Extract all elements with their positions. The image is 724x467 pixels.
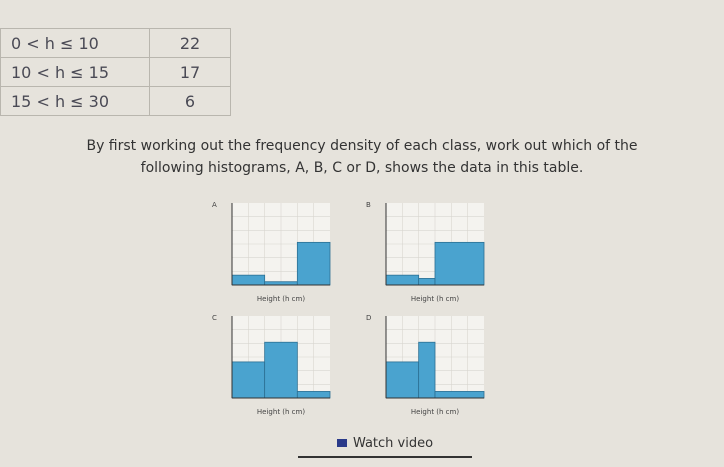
histogram-label: C bbox=[212, 314, 217, 322]
table-row: 0 < h ≤ 10 22 bbox=[0, 28, 231, 58]
table-row: 10 < h ≤ 15 17 bbox=[0, 57, 231, 87]
x-axis-label: Height (h cm) bbox=[411, 295, 459, 303]
histogram: D Height (h cm) bbox=[366, 314, 485, 416]
x-axis-label: Height (h cm) bbox=[257, 295, 305, 303]
histogram: A Height (h cm) bbox=[212, 201, 331, 303]
instruction-line-1: By first working out the frequency densi… bbox=[86, 138, 638, 154]
histogram: C Height (h cm) bbox=[212, 314, 331, 416]
x-axis-label: Height (h cm) bbox=[411, 408, 459, 416]
table-cell: 22 bbox=[149, 28, 231, 58]
frequency-table: 0 < h ≤ 10 22 10 < h ≤ 15 17 15 < h ≤ 30 6 bbox=[0, 28, 231, 116]
table-row: 15 < h ≤ 30 6 bbox=[0, 86, 231, 116]
x-axis-label: Height (h cm) bbox=[257, 408, 305, 416]
table-cell: 15 < h ≤ 30 bbox=[0, 86, 150, 116]
histogram-bar bbox=[264, 341, 298, 399]
histogram: B Height (h cm) bbox=[366, 201, 485, 303]
histogram-bar bbox=[231, 274, 266, 286]
table-cell: 10 < h ≤ 15 bbox=[0, 57, 150, 87]
watch-video-label: Watch video bbox=[352, 436, 434, 451]
histogram-bar bbox=[434, 391, 485, 399]
histogram-bar bbox=[231, 361, 266, 399]
histogram-bar bbox=[434, 241, 485, 286]
table-cell: 17 bbox=[149, 57, 231, 87]
instruction-line-2: following histograms, A, B, C or D, show… bbox=[140, 160, 584, 176]
histogram-bar bbox=[418, 278, 436, 286]
video-icon bbox=[336, 439, 347, 447]
histogram-bar bbox=[385, 274, 420, 286]
histogram-label: D bbox=[366, 314, 371, 322]
watch-video-button[interactable]: Watch video bbox=[298, 432, 472, 458]
histogram-label: B bbox=[366, 201, 371, 209]
table-cell: 0 < h ≤ 10 bbox=[0, 28, 150, 58]
histogram-bar bbox=[296, 241, 331, 286]
table-cell: 6 bbox=[149, 86, 231, 116]
histogram-label: A bbox=[212, 201, 217, 209]
histogram-bar bbox=[418, 341, 436, 399]
histogram-bar bbox=[385, 361, 420, 399]
histogram-bar bbox=[296, 391, 331, 399]
